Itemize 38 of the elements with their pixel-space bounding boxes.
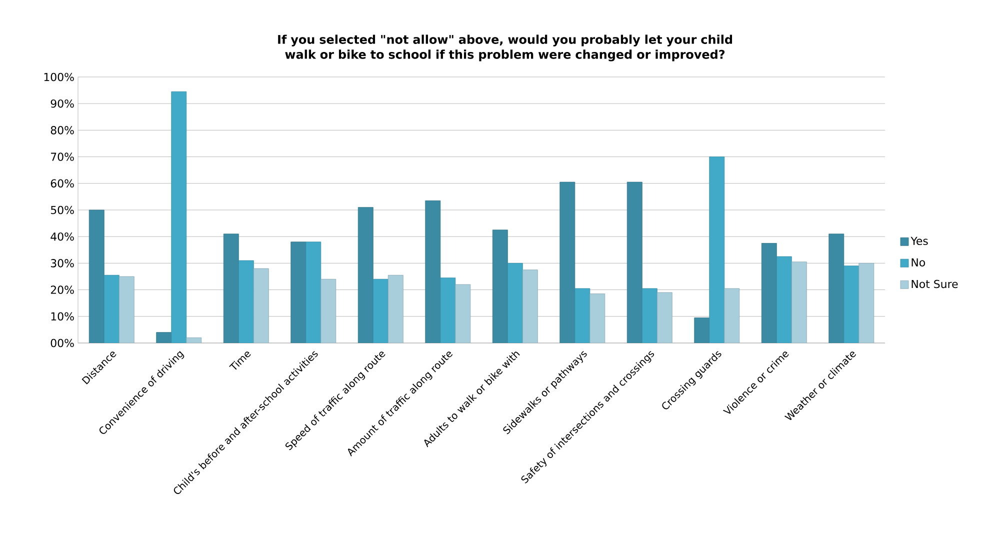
y-tick-label: 90%	[50, 99, 74, 108]
bar	[776, 256, 792, 343]
bar	[118, 276, 134, 343]
bar	[858, 262, 874, 343]
bar	[844, 266, 860, 343]
bar	[590, 294, 606, 343]
legend-label: No	[912, 258, 925, 267]
bar	[791, 262, 807, 343]
y-tick-label: 80%	[50, 126, 74, 134]
bar	[320, 278, 336, 343]
bar	[388, 274, 404, 343]
bar	[709, 156, 725, 343]
y-tick-label: 70%	[51, 152, 74, 161]
bar	[455, 284, 471, 343]
bar	[724, 288, 740, 343]
bar	[507, 262, 523, 343]
y-tick-label: 100%	[44, 72, 74, 82]
chart-title: If you selected "not allow" above, would you probably let your child walk or bike to school if this problem were changed or improved?	[278, 34, 732, 62]
bar	[253, 268, 269, 343]
legend-label: Not Sure	[912, 280, 958, 288]
y-tick-label: 00%	[50, 338, 74, 348]
legend-label: Yes	[910, 236, 928, 246]
bar	[574, 288, 590, 343]
bar	[440, 278, 456, 343]
y-tick-label: 30%	[50, 259, 74, 268]
bar	[522, 270, 538, 343]
bar	[642, 288, 658, 343]
y-tick-label: 40%	[50, 232, 74, 241]
bar	[238, 260, 254, 343]
bar	[372, 278, 388, 343]
y-tick-label: 20%	[50, 286, 74, 294]
y-tick-label: 10%	[51, 312, 74, 321]
bar	[306, 242, 322, 343]
y-tick-label: 50%	[50, 206, 74, 214]
y-tick-label: 60%	[50, 179, 74, 188]
bar	[104, 274, 120, 343]
bar	[171, 91, 187, 343]
bar	[656, 292, 672, 343]
